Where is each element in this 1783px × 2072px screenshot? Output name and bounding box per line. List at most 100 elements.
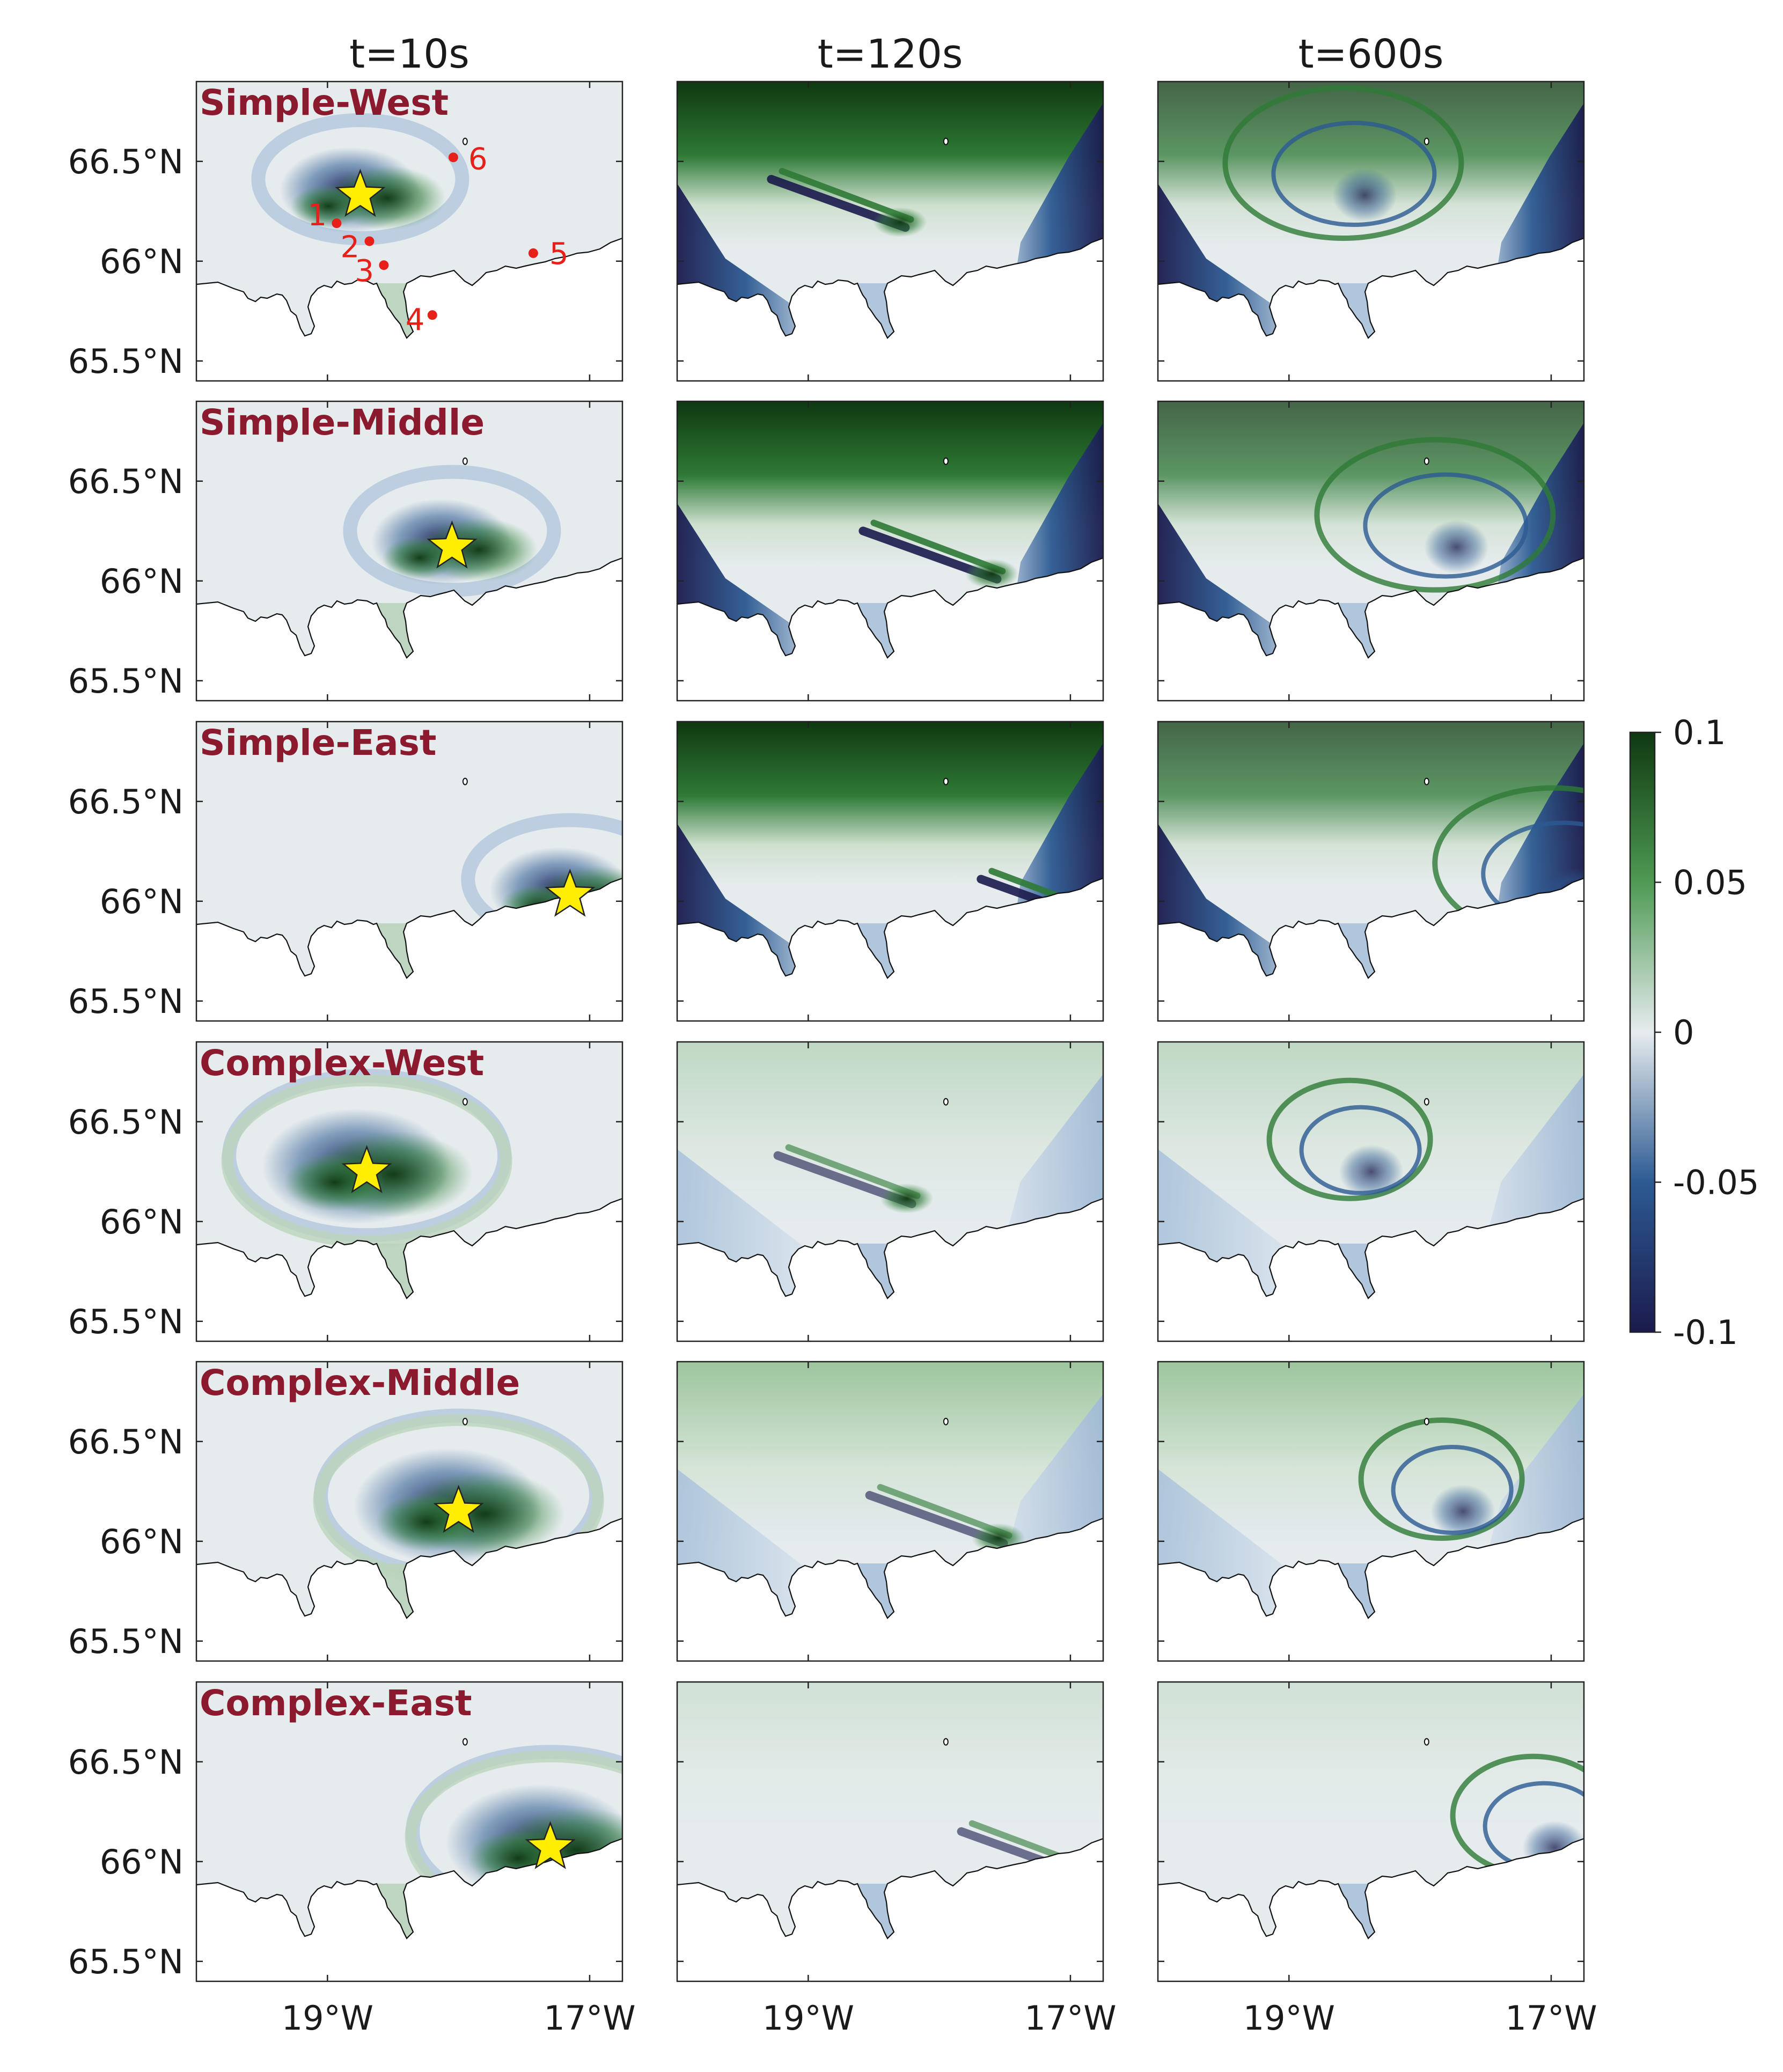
source-star-icon <box>341 1145 392 1193</box>
coastline <box>677 237 1103 339</box>
y-tick-label: 66.5°N <box>68 462 184 501</box>
coastline <box>196 1838 622 1939</box>
land-mask <box>677 558 1103 701</box>
coastline <box>677 1517 1103 1619</box>
coastline <box>196 1517 622 1619</box>
panel-frame <box>1157 80 1585 382</box>
source-star-icon <box>335 168 386 217</box>
panel-frame <box>195 1041 623 1342</box>
row-label: Complex-West <box>200 1042 484 1084</box>
source-star-icon <box>545 869 596 917</box>
land-mask <box>196 1839 622 1981</box>
map-panel <box>1157 721 1585 1022</box>
panel-frame <box>676 721 1104 1022</box>
map-panel <box>1157 80 1585 382</box>
y-tick-label: 65.5°N <box>68 342 184 381</box>
map-panel <box>676 1361 1104 1662</box>
coastline <box>677 557 1103 659</box>
y-tick-label: 66.5°N <box>68 782 184 821</box>
panel-frame <box>676 80 1104 382</box>
station-marker <box>332 218 342 229</box>
station-marker <box>528 248 538 258</box>
station-marker <box>427 310 437 320</box>
x-tick-label: 17°W <box>1505 1998 1597 2038</box>
row-label: Simple-Middle <box>200 402 485 443</box>
source-star-icon <box>427 520 478 569</box>
station-marker <box>364 236 375 246</box>
land-mask <box>196 1199 622 1341</box>
panel-frame <box>1157 1361 1585 1662</box>
map-panel: 19°W 17°W <box>1157 1681 1597 2038</box>
y-tick-label: 65.5°N <box>68 1622 184 1661</box>
coastline <box>196 1197 622 1299</box>
y-tick-label: 66°N <box>100 1842 184 1882</box>
land-mask <box>1158 1518 1584 1661</box>
y-tick-label: 65.5°N <box>68 1302 184 1341</box>
coastline <box>677 1197 1103 1299</box>
map-panel <box>676 721 1104 1022</box>
station-label: 3 <box>355 254 374 289</box>
row-label: Simple-West <box>200 82 449 123</box>
y-tick-label: 66°N <box>100 1202 184 1241</box>
land-mask <box>196 558 622 701</box>
map-panel <box>676 400 1104 702</box>
panel-frame <box>195 721 623 1022</box>
map-panel: 66.5°N 66°N 65.5°N Simple-Middle <box>68 400 623 702</box>
land-mask <box>196 1518 622 1661</box>
panel-grid: 66.5°N66°N65.5°NSimple-West12345666.5°N6… <box>68 80 1597 2038</box>
colorbar-tick-label: -0.1 <box>1673 1313 1738 1352</box>
land-mask <box>1158 238 1584 381</box>
row-label: Simple-East <box>200 722 436 763</box>
colorbar-tick-label: -0.05 <box>1673 1163 1759 1202</box>
y-tick-label: 66°N <box>100 562 184 601</box>
land-mask <box>1158 1199 1584 1341</box>
land-mask <box>677 1839 1103 1981</box>
colorbar-gradient <box>1629 731 1656 1333</box>
station-marker <box>379 260 389 270</box>
station-label: 4 <box>406 303 425 337</box>
column-title: t=10s <box>349 31 469 77</box>
y-tick-label: 66°N <box>100 1522 184 1561</box>
source-star-icon <box>433 1485 484 1533</box>
y-tick-label: 65.5°N <box>68 1942 184 1981</box>
coastline <box>196 877 622 979</box>
coastline <box>196 237 622 339</box>
y-tick-label: 66.5°N <box>68 1743 184 1782</box>
x-tick-label: 19°W <box>1243 1998 1335 2038</box>
coastline <box>677 1838 1103 1939</box>
panel-frame <box>1157 1681 1585 1982</box>
row-label: Complex-East <box>200 1682 472 1724</box>
panel-frame <box>676 1041 1104 1342</box>
y-tick-label: 66.5°N <box>68 1103 184 1142</box>
y-tick-label: 66°N <box>100 242 184 281</box>
station-label: 1 <box>307 198 327 233</box>
land-mask <box>677 1199 1103 1341</box>
map-panel <box>1157 400 1585 702</box>
land-mask <box>677 238 1103 381</box>
land-mask <box>1158 558 1584 701</box>
column-titles: t=10s t=120s t=600s <box>349 31 1443 77</box>
panel-frame <box>1157 1041 1585 1342</box>
coastline <box>1158 1838 1584 1939</box>
panel-frame <box>676 400 1104 702</box>
panel-frame <box>676 1361 1104 1662</box>
land-mask <box>196 878 622 1021</box>
y-tick-label: 66.5°N <box>68 142 184 181</box>
land-mask <box>196 238 622 381</box>
colorbar-tick-label: 0 <box>1673 1013 1694 1052</box>
panel-frame <box>195 80 623 382</box>
map-panel <box>676 1041 1104 1342</box>
land-mask <box>1158 878 1584 1021</box>
land-mask <box>677 878 1103 1021</box>
coastline <box>1158 1197 1584 1299</box>
panel-frame <box>676 1681 1104 1982</box>
map-panel: 66.5°N 66°N 65.5°N Simple-East <box>68 721 623 1022</box>
y-tick-label: 65.5°N <box>68 982 184 1021</box>
panel-frame <box>195 1361 623 1662</box>
coastline <box>1158 237 1584 339</box>
land-mask <box>677 1518 1103 1661</box>
station-marker <box>448 152 458 163</box>
y-tick-label: 66°N <box>100 882 184 921</box>
map-panel <box>1157 1361 1585 1662</box>
